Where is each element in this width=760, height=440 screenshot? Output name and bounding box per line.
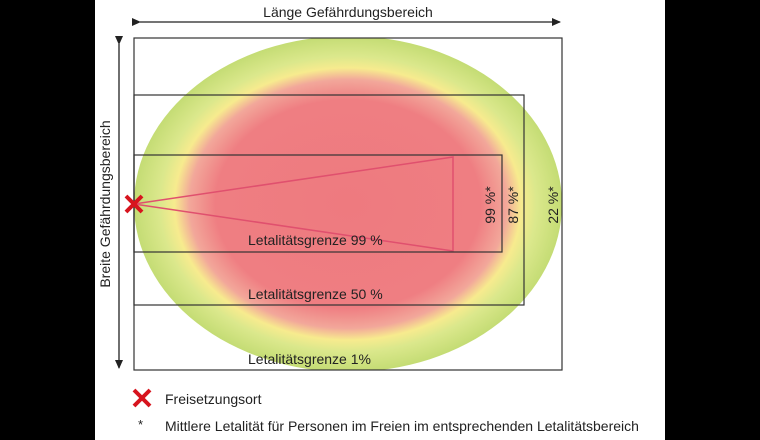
zone-label-50: Letalitätsgrenze 50 % bbox=[248, 286, 383, 302]
lethality-22: 22 %* bbox=[545, 186, 561, 224]
heat-zone bbox=[134, 38, 562, 370]
width-title: Breite Gefährdungsbereich bbox=[97, 120, 113, 287]
lethality-87: 87 %* bbox=[505, 186, 521, 224]
legend-asterisk-note: Mittlere Letalität für Personen im Freie… bbox=[165, 418, 639, 434]
zone-label-99: Letalitätsgrenze 99 % bbox=[248, 232, 383, 248]
legend-release-label: Freisetzungsort bbox=[165, 391, 262, 407]
length-title: Länge Gefährdungsbereich bbox=[263, 4, 433, 20]
legend-x-icon bbox=[132, 388, 152, 408]
release-point-x-icon bbox=[124, 194, 144, 214]
legend-asterisk: * bbox=[138, 417, 143, 432]
release-cone bbox=[133, 156, 454, 252]
lethality-99: 99 %* bbox=[482, 186, 498, 224]
zone-label-1: Letalitätsgrenze 1% bbox=[248, 351, 371, 367]
lethality-heatmap bbox=[134, 38, 562, 370]
